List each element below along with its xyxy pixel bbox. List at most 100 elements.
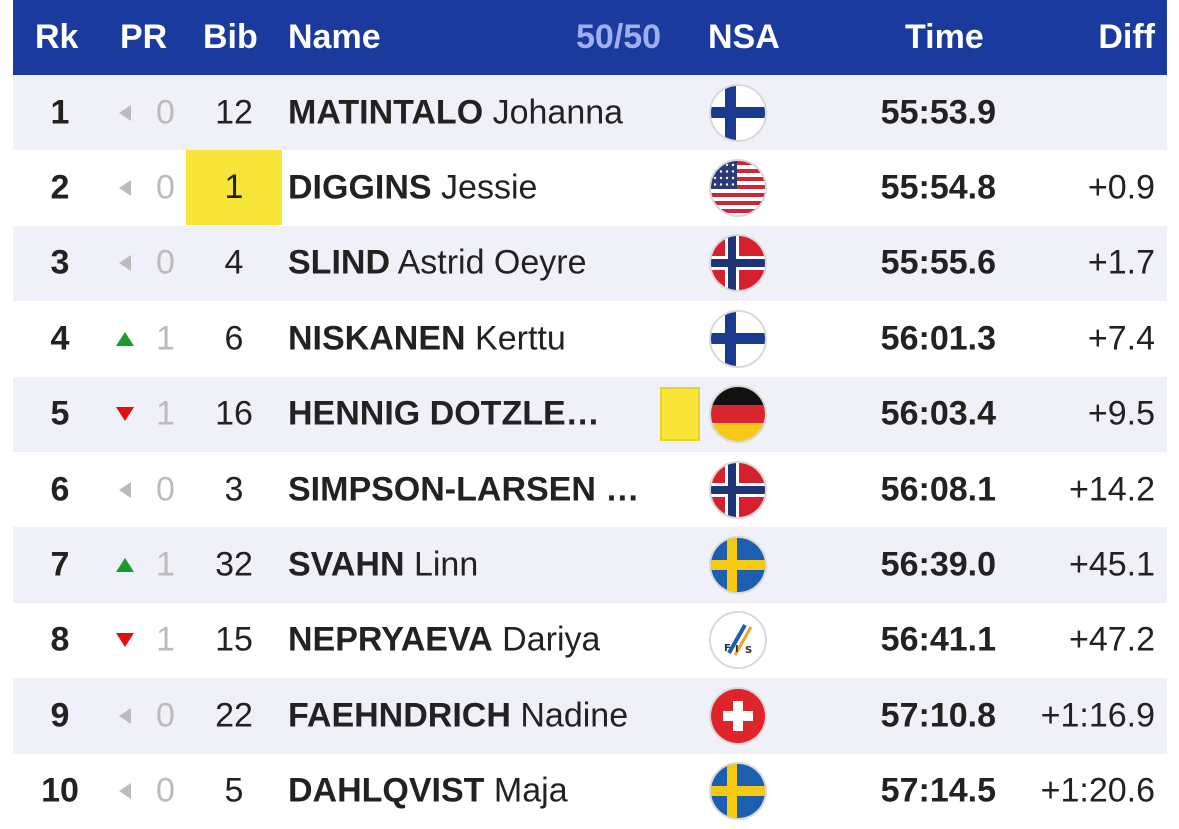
header-bib[interactable]: Bib [203, 18, 258, 56]
athlete-name[interactable]: SVAHN Linn [288, 546, 478, 585]
bib-number: 32 [215, 545, 253, 584]
rank: 5 [50, 394, 70, 433]
header-nsa[interactable]: NSA [708, 18, 780, 56]
athlete-first-name: Johanna [492, 93, 624, 132]
table-row[interactable]: 7 1 32 SVAHN Linn 56:39.0 +45.1 [13, 527, 1167, 603]
athlete-last-name: NISKANEN [288, 319, 466, 358]
athlete-last-name: DIGGINS [288, 168, 432, 207]
athlete-last-name: HENNIG DOTZLE… [288, 394, 600, 433]
bib-number: 3 [224, 470, 244, 509]
table-row[interactable]: 9 0 22 FAEHNDRICH Nadine 57:10.8 +1:16.9 [13, 678, 1167, 754]
table-row[interactable]: 2 0 1 DIGGINS Jessie 55:54.8 +0.9 [13, 150, 1167, 226]
athlete-last-name: DAHLQVIST [288, 771, 485, 810]
table-row[interactable]: 5 1 16 HENNIG DOTZLE… 56:03.4 +9.5 [13, 376, 1167, 452]
athlete-first-name: Kerttu [475, 319, 566, 358]
table-row[interactable]: 8 1 15 NEPRYAEVA Dariya F I S 56:41.1 +47.2 [13, 602, 1167, 679]
position-change: 0 [156, 470, 175, 509]
rank: 10 [41, 771, 79, 810]
finish-time: 55:53.9 [880, 93, 996, 132]
time-difference: +1.7 [1087, 243, 1155, 282]
athlete-first-name: Maja [493, 771, 568, 810]
finish-time: 55:54.8 [880, 168, 996, 207]
arrow-up-icon [115, 329, 135, 349]
arrow-left-icon [115, 103, 135, 123]
rank: 1 [50, 93, 70, 132]
time-difference: +14.2 [1068, 470, 1155, 509]
bib-number: 16 [215, 394, 253, 433]
norway-flag-icon [709, 234, 767, 293]
finish-time: 57:14.5 [880, 771, 996, 810]
svg-text:S: S [745, 645, 752, 656]
usa-flag-icon [709, 159, 767, 218]
athlete-count: 50/50 [576, 18, 662, 56]
position-change: 1 [156, 394, 175, 433]
rank: 2 [50, 168, 70, 207]
athlete-name[interactable]: MATINTALO Johanna [288, 93, 623, 132]
finland-flag-icon [709, 83, 767, 142]
position-change: 1 [156, 319, 175, 358]
rank: 4 [50, 319, 70, 358]
finish-time: 57:10.8 [880, 696, 996, 735]
bib-number: 6 [224, 319, 244, 358]
rank: 6 [50, 470, 70, 509]
athlete-first-name: Jessie [441, 168, 538, 207]
norway-flag-icon [709, 460, 767, 519]
bib-number: 4 [224, 243, 244, 282]
athlete-first-name: Nadine [520, 696, 629, 735]
header-diff[interactable]: Diff [1098, 18, 1155, 56]
rank: 8 [50, 620, 70, 659]
table-row[interactable]: 4 1 6 NISKANEN Kerttu 56:01.3 +7.4 [13, 301, 1167, 377]
position-change: 0 [156, 168, 175, 207]
results-table: Rk PR Bib Name 50/50 NSA Time Diff 1 0 12 M… [13, 0, 1167, 829]
time-difference: +1:16.9 [1040, 696, 1155, 735]
svg-text:F: F [724, 643, 731, 654]
athlete-name[interactable]: DAHLQVIST Maja [288, 772, 568, 811]
switzerland-flag-icon [709, 686, 767, 745]
arrow-left-icon [115, 706, 135, 726]
time-difference: +45.1 [1068, 545, 1155, 584]
athlete-first-name: Astrid Oeyre [397, 243, 587, 282]
athlete-first-name: Dariya [502, 620, 601, 659]
position-change: 0 [156, 696, 175, 735]
table-header: Rk PR Bib Name 50/50 NSA Time Diff [13, 0, 1167, 75]
athlete-name[interactable]: FAEHNDRICH Nadine [288, 696, 628, 735]
sweden-flag-icon [709, 762, 767, 821]
rank: 7 [50, 545, 70, 584]
results-body: 1 0 12 MATINTALO Johanna 55:53.9 2 0 1 DIGGINS J… [13, 75, 1167, 829]
finish-time: 55:55.6 [880, 243, 996, 282]
finish-time: 56:03.4 [880, 394, 996, 433]
finish-time: 56:08.1 [880, 470, 996, 509]
time-difference: +1:20.6 [1040, 771, 1155, 810]
athlete-name[interactable]: SLIND Astrid Oeyre [288, 244, 587, 283]
table-row[interactable]: 3 0 4 SLIND Astrid Oeyre 55:55.6 +1.7 [13, 225, 1167, 302]
finish-time: 56:39.0 [880, 545, 996, 584]
athlete-last-name: SLIND [288, 243, 390, 282]
position-change: 0 [156, 93, 175, 132]
athlete-last-name: MATINTALO [288, 93, 484, 132]
athlete-name[interactable]: HENNIG DOTZLE… [288, 395, 600, 434]
finish-time: 56:41.1 [880, 620, 996, 659]
athlete-name[interactable]: NEPRYAEVA Dariya [288, 621, 600, 660]
athlete-name[interactable]: DIGGINS Jessie [288, 169, 537, 208]
header-rank[interactable]: Rk [35, 18, 79, 56]
time-difference: +47.2 [1068, 620, 1155, 659]
table-row[interactable]: 10 0 5 DAHLQVIST Maja 57:14.5 +1:20.6 [13, 753, 1167, 829]
arrow-down-icon [115, 404, 135, 424]
header-name[interactable]: Name [288, 18, 381, 56]
arrow-left-icon [115, 480, 135, 500]
header-position-change[interactable]: PR [120, 18, 168, 56]
table-row[interactable]: 1 0 12 MATINTALO Johanna 55:53.9 [13, 75, 1167, 151]
svg-text:I: I [735, 644, 739, 655]
sweden-flag-icon [709, 536, 767, 595]
athlete-last-name: SVAHN [288, 545, 405, 584]
position-change: 0 [156, 771, 175, 810]
athlete-last-name: FAEHNDRICH [288, 696, 511, 735]
athlete-name[interactable]: SIMPSON-LARSEN … [288, 470, 639, 509]
rank: 9 [50, 696, 70, 735]
athlete-first-name: Linn [413, 545, 479, 584]
bib-number: 5 [224, 771, 244, 810]
table-row[interactable]: 6 0 3 SIMPSON-LARSEN … 56:08.1 +14.2 [13, 451, 1167, 528]
athlete-name[interactable]: NISKANEN Kerttu [288, 319, 566, 358]
header-time[interactable]: Time [905, 18, 984, 56]
